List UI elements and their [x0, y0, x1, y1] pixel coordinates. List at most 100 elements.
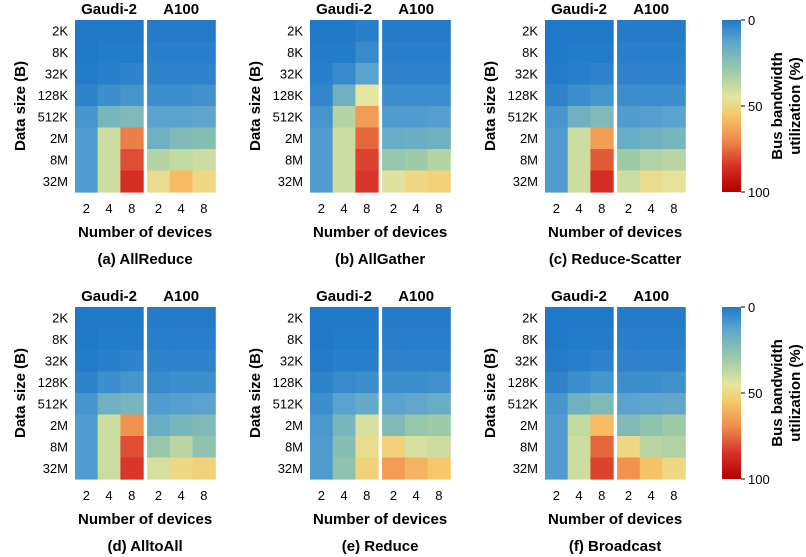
heatmap-cell	[169, 436, 194, 459]
heatmap-cell	[545, 84, 569, 107]
heatmap-cell	[382, 106, 406, 129]
x-tick-label: 2	[553, 201, 560, 216]
heatmap-cell	[545, 414, 569, 437]
y-tick-label: 8K	[287, 332, 303, 347]
heatmap-cell	[404, 457, 429, 480]
heatmap-cell	[567, 414, 591, 437]
y-tick-label: 8K	[522, 332, 538, 347]
heatmap-cell	[639, 41, 664, 64]
heatmap-cell	[590, 436, 614, 459]
heatmap-cell	[169, 414, 194, 437]
heatmap-cell	[310, 63, 334, 86]
heatmap-cell	[427, 127, 451, 150]
heatmap-cell	[310, 371, 334, 394]
heatmap-cell	[662, 436, 686, 459]
colorbar-tick-label: 100	[748, 472, 770, 487]
heatmap-cell	[590, 170, 614, 193]
x-tick-label: 2	[83, 488, 90, 503]
colorbar-tick-label: 0	[748, 300, 755, 315]
y-tick-label: 128K	[38, 375, 69, 390]
heatmap-cell	[97, 20, 121, 43]
y-tick-label: 128K	[273, 375, 304, 390]
panel-caption: (c) Reduce-Scatter	[549, 251, 682, 268]
y-tick-label: 8M	[50, 152, 68, 167]
heatmap-cell	[120, 63, 144, 86]
heatmap-cell	[567, 350, 591, 373]
heatmap-cell	[382, 127, 406, 150]
heatmap-cell	[567, 170, 591, 193]
heatmap-cell	[310, 457, 334, 480]
panel-caption: (e) Reduce	[342, 538, 419, 555]
heatmap-cell	[192, 106, 216, 129]
y-axis-title: Data size (B)	[482, 348, 499, 438]
heatmap-cell	[169, 63, 194, 86]
heatmap-cell	[427, 436, 451, 459]
heatmap-a100: A100 2 4 8	[382, 1, 451, 216]
heatmap-cell	[567, 84, 591, 107]
heatmap-cell	[192, 149, 216, 172]
heatmap-cell	[427, 414, 451, 437]
heatmap-cell	[192, 170, 216, 193]
heatmap-cell	[590, 20, 614, 43]
heatmap-cell	[404, 414, 429, 437]
panel-caption: (f) Broadcast	[569, 538, 662, 555]
y-tick-label: 2K	[52, 310, 68, 325]
y-tick-label: 128K	[38, 88, 69, 103]
heatmap-cell	[639, 371, 664, 394]
heatmap-cell	[192, 307, 216, 330]
heatmap-cell	[75, 371, 99, 394]
heatmap-cell	[545, 371, 569, 394]
heatmap-cell	[120, 371, 144, 394]
x-axis-title: Number of devices	[313, 511, 447, 528]
heatmap-cell	[567, 41, 591, 64]
y-tick-label: 2M	[50, 418, 68, 433]
y-tick-label: 8K	[52, 332, 68, 347]
heatmap-gaudi-2: Gaudi-2 2 4 8	[75, 1, 144, 216]
heatmap-cell	[310, 307, 334, 330]
heatmap-cell	[617, 41, 641, 64]
y-tick-label: 2K	[287, 23, 303, 38]
y-tick-label: 2K	[522, 23, 538, 38]
heatmap-cell	[147, 106, 171, 129]
heatmap-cell	[427, 457, 451, 480]
heatmap-cell	[332, 84, 356, 107]
heatmap-cell	[404, 127, 429, 150]
heatmap-cell	[97, 307, 121, 330]
heatmap-cell	[120, 414, 144, 437]
heatmap-cell	[97, 436, 121, 459]
heatmap-cell	[617, 328, 641, 351]
x-tick-label: 8	[435, 488, 442, 503]
heatmap-cell	[662, 149, 686, 172]
heatmap-cell	[75, 170, 99, 193]
heatmap-cell	[192, 350, 216, 373]
heatmap-cell	[97, 170, 121, 193]
heatmap-cell	[332, 106, 356, 129]
y-tick-label: 32M	[513, 174, 538, 189]
heatmap-cell	[75, 84, 99, 107]
heatmap-cell	[662, 20, 686, 43]
heatmap-cell	[404, 350, 429, 373]
heatmap-cell	[147, 457, 171, 480]
heatmap-cell	[590, 457, 614, 480]
heatmap-cell	[639, 350, 664, 373]
heatmap-cell	[662, 41, 686, 64]
heatmap-cell	[332, 127, 356, 150]
heatmap-cell	[567, 393, 591, 416]
heatmap-cell	[355, 436, 379, 459]
y-tick-label: 32K	[280, 66, 303, 81]
heatmap-gaudi-2: Gaudi-2 2 4 8	[310, 1, 379, 216]
colorbar-label-line2: utilization (%)	[787, 344, 804, 442]
heatmap-cell	[545, 328, 569, 351]
heatmap-cell	[97, 328, 121, 351]
heatmap-cell	[567, 307, 591, 330]
colorbar-tick-label: 100	[748, 185, 770, 200]
colorbar-gradient	[722, 20, 741, 192]
heatmap-cell	[310, 436, 334, 459]
y-tick-label: 32M	[43, 174, 68, 189]
heatmap-cell	[382, 350, 406, 373]
heatmap-cell	[662, 350, 686, 373]
